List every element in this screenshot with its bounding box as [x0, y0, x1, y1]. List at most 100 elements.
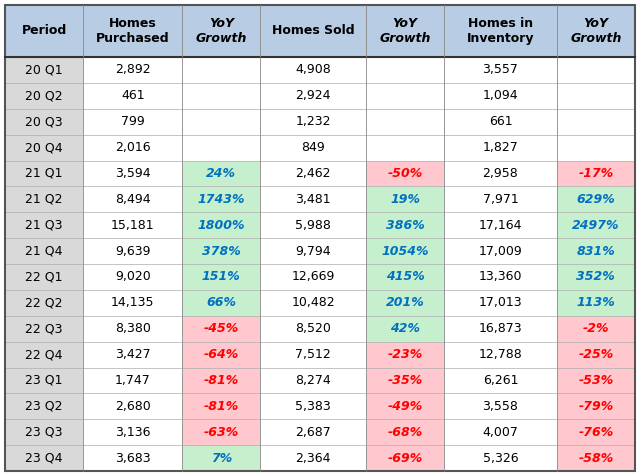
Bar [444, 419, 557, 445]
Bar [5, 264, 83, 290]
Text: 6,261: 6,261 [483, 374, 518, 387]
Text: 8,380: 8,380 [115, 322, 150, 335]
Bar [366, 316, 444, 342]
Text: 20 Q3: 20 Q3 [26, 115, 63, 128]
Bar [260, 264, 366, 290]
Bar [5, 393, 83, 419]
Bar [444, 5, 557, 57]
Bar [260, 419, 366, 445]
Text: 2,924: 2,924 [296, 89, 331, 102]
Text: 5,988: 5,988 [295, 218, 331, 232]
Text: 415%: 415% [386, 270, 424, 283]
Text: 8,274: 8,274 [295, 374, 331, 387]
Bar [444, 264, 557, 290]
Text: 10,482: 10,482 [291, 297, 335, 309]
Bar [444, 57, 557, 83]
Bar [557, 135, 635, 160]
Text: 21 Q3: 21 Q3 [26, 218, 63, 232]
Bar [366, 212, 444, 238]
Bar [557, 393, 635, 419]
Bar [5, 367, 83, 393]
Bar [366, 109, 444, 135]
Text: 831%: 831% [577, 245, 615, 258]
Text: 3,594: 3,594 [115, 167, 150, 180]
Text: -35%: -35% [387, 374, 423, 387]
Text: 661: 661 [489, 115, 512, 128]
Text: -45%: -45% [204, 322, 239, 335]
Bar [444, 135, 557, 160]
Text: 629%: 629% [577, 193, 615, 206]
Text: 7%: 7% [211, 452, 232, 465]
Text: 7,971: 7,971 [483, 193, 518, 206]
Bar [83, 212, 182, 238]
Text: 2,892: 2,892 [115, 63, 150, 77]
Bar [444, 160, 557, 187]
Bar [366, 264, 444, 290]
Bar [260, 83, 366, 109]
Bar [260, 57, 366, 83]
Bar [444, 393, 557, 419]
Bar [83, 5, 182, 57]
Text: -53%: -53% [578, 374, 614, 387]
Text: 1,747: 1,747 [115, 374, 150, 387]
Bar [182, 187, 260, 212]
Bar [5, 187, 83, 212]
Text: 22 Q3: 22 Q3 [26, 322, 63, 335]
Text: 799: 799 [121, 115, 145, 128]
Text: -81%: -81% [204, 374, 239, 387]
Bar [182, 367, 260, 393]
Text: -50%: -50% [387, 167, 423, 180]
Bar [557, 342, 635, 367]
Bar [83, 290, 182, 316]
Bar [83, 316, 182, 342]
Bar [83, 109, 182, 135]
Text: -17%: -17% [578, 167, 614, 180]
Text: 3,481: 3,481 [296, 193, 331, 206]
Text: 12,788: 12,788 [479, 348, 522, 361]
Text: 201%: 201% [386, 297, 424, 309]
Text: YoY
Growth: YoY Growth [196, 17, 247, 45]
Bar [444, 109, 557, 135]
Bar [444, 238, 557, 264]
Bar [83, 367, 182, 393]
Bar [5, 445, 83, 471]
Bar [5, 135, 83, 160]
Bar [557, 212, 635, 238]
Bar [444, 445, 557, 471]
Text: 1,094: 1,094 [483, 89, 518, 102]
Bar [260, 187, 366, 212]
Bar [83, 419, 182, 445]
Text: 23 Q4: 23 Q4 [26, 452, 63, 465]
Bar [444, 83, 557, 109]
Bar [557, 290, 635, 316]
Bar [260, 212, 366, 238]
Text: 3,683: 3,683 [115, 452, 150, 465]
Bar [182, 290, 260, 316]
Bar [260, 290, 366, 316]
Bar [182, 419, 260, 445]
Bar [557, 419, 635, 445]
Text: 2,462: 2,462 [296, 167, 331, 180]
Text: 151%: 151% [202, 270, 241, 283]
Text: 2497%: 2497% [572, 218, 620, 232]
Bar [182, 264, 260, 290]
Bar [5, 5, 83, 57]
Text: 1,827: 1,827 [483, 141, 518, 154]
Bar [557, 445, 635, 471]
Text: 22 Q2: 22 Q2 [26, 297, 63, 309]
Bar [366, 342, 444, 367]
Text: -76%: -76% [578, 426, 614, 439]
Bar [182, 109, 260, 135]
Bar [444, 212, 557, 238]
Text: 9,020: 9,020 [115, 270, 150, 283]
Bar [83, 160, 182, 187]
Text: 17,013: 17,013 [479, 297, 522, 309]
Bar [182, 342, 260, 367]
Bar [182, 393, 260, 419]
Bar [444, 367, 557, 393]
Bar [83, 135, 182, 160]
Text: Homes
Purchased: Homes Purchased [96, 17, 170, 45]
Text: 3,136: 3,136 [115, 426, 150, 439]
Bar [182, 135, 260, 160]
Bar [557, 83, 635, 109]
